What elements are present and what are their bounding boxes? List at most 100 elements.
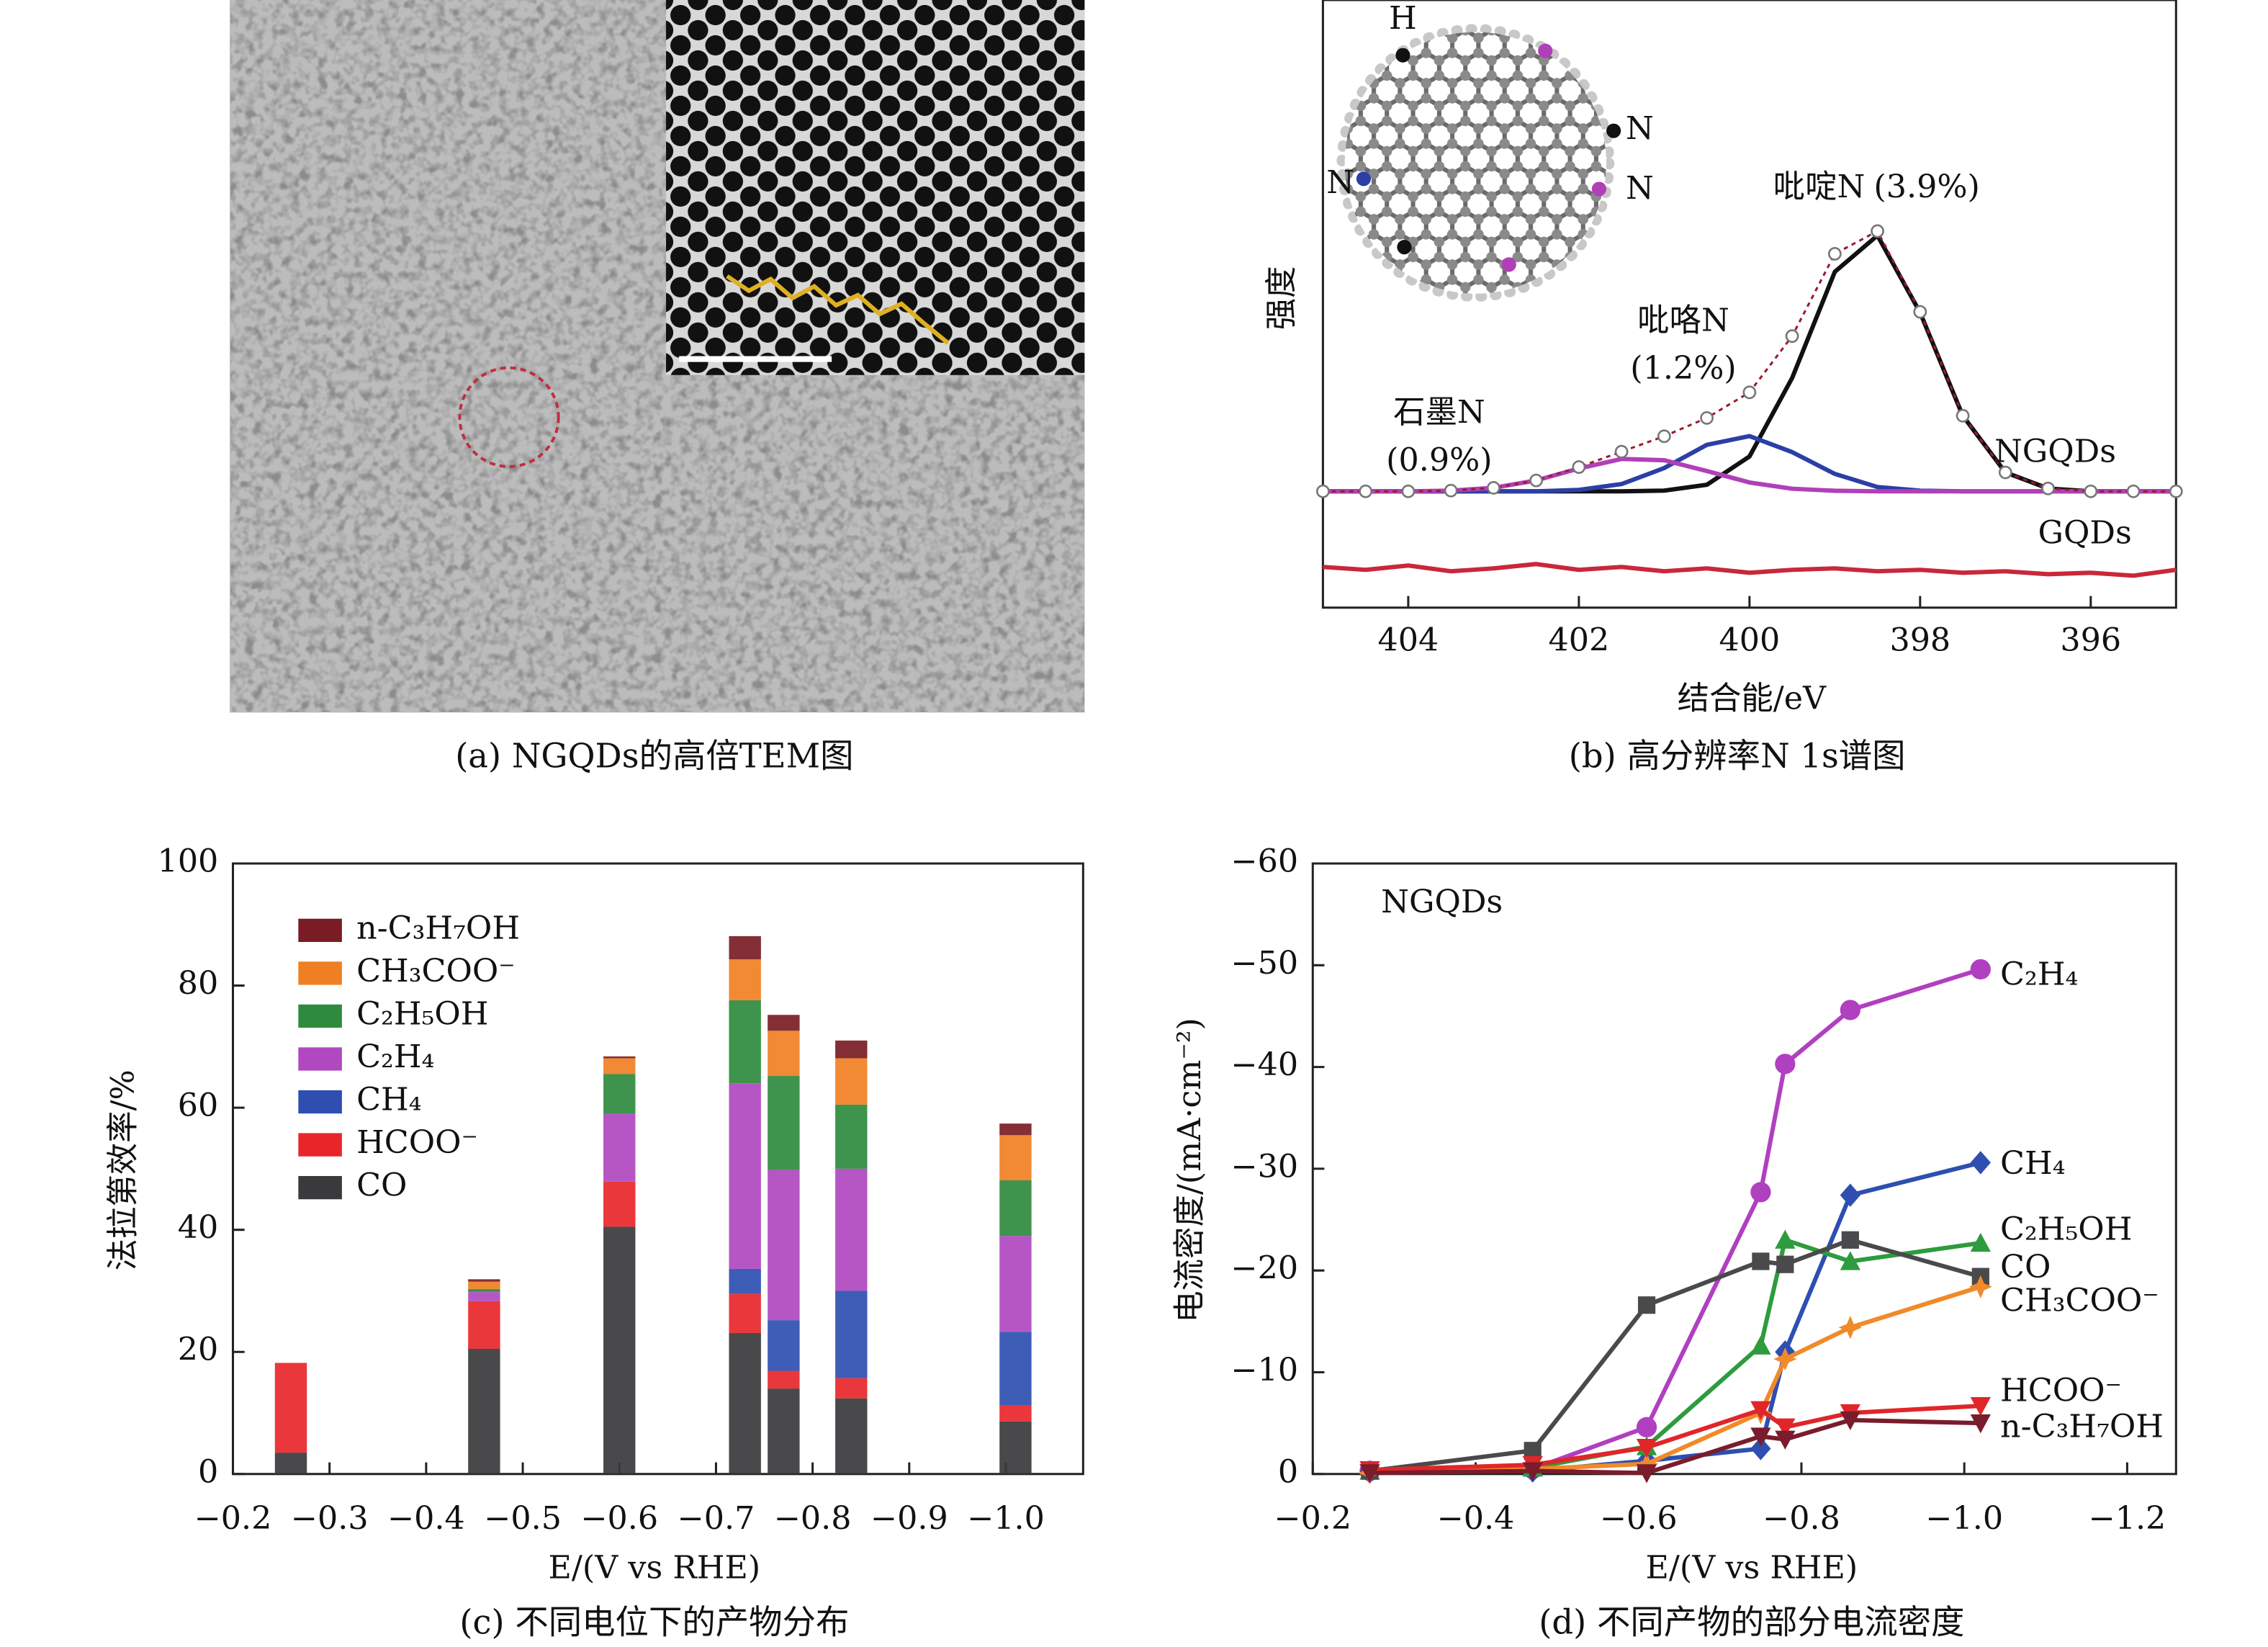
- bar-segment: [468, 1301, 500, 1349]
- marker: [1775, 1430, 1796, 1450]
- y-tick-label: −20: [1230, 1250, 1298, 1287]
- atom: [1395, 48, 1410, 63]
- marker: [1316, 484, 1330, 498]
- marker: [1785, 329, 1799, 344]
- legend-label: CO: [356, 1167, 407, 1204]
- tem-inset: [666, 0, 1085, 375]
- x-tick-label: −0.5: [484, 1500, 562, 1537]
- bar-segment: [729, 935, 761, 960]
- x-axis-label: E/(V vs RHE): [1646, 1550, 1858, 1587]
- bar-segment: [729, 1083, 761, 1269]
- marker: [2084, 484, 2098, 498]
- bar-segment: [603, 1226, 636, 1474]
- lattice-trace: [726, 274, 950, 345]
- series-line: [1323, 562, 2177, 578]
- marker: [1401, 484, 1416, 498]
- x-tick-label: −0.7: [678, 1500, 755, 1537]
- legend-label: C₂H₄: [356, 1038, 434, 1075]
- bar-segment: [999, 1421, 1032, 1474]
- marker: [1657, 429, 1671, 444]
- marker: [1522, 1462, 1543, 1481]
- marker: [2169, 484, 2183, 498]
- x-tick-label: −0.9: [870, 1500, 948, 1537]
- series-share: (0.9%): [1386, 441, 1492, 478]
- y-tick-label: −60: [1230, 843, 1298, 880]
- legend-label: C₂H₅OH: [356, 995, 488, 1032]
- legend-swatch: [298, 1004, 342, 1028]
- legend-swatch: [298, 1047, 342, 1071]
- bar-segment: [603, 1056, 636, 1059]
- bar-segment: [468, 1348, 500, 1474]
- marker: [2041, 481, 2055, 495]
- atom: [1397, 240, 1412, 255]
- marker: [1970, 1232, 1991, 1252]
- bar-segment: [603, 1058, 636, 1074]
- panel-caption: (a) NGQDs的高倍TEM图: [455, 737, 853, 776]
- bar-segment: [729, 1000, 761, 1084]
- legend-swatch: [298, 1090, 342, 1114]
- bar-segment: [835, 1378, 868, 1399]
- bar-segment: [835, 1040, 868, 1059]
- series-label: CH₄: [2000, 1145, 2065, 1182]
- panel-caption: (b) 高分辨率N 1s谱图: [1569, 737, 1906, 776]
- marker: [1998, 465, 2012, 480]
- y-tick-label: 100: [158, 843, 219, 880]
- marker: [1970, 1397, 1991, 1417]
- series-line: [1369, 1284, 1981, 1476]
- bar-segment: [729, 1268, 761, 1294]
- y-tick-label: −30: [1230, 1148, 1298, 1185]
- marker: [1750, 1401, 1771, 1420]
- x-tick-label: −0.4: [387, 1500, 465, 1537]
- y-tick-label: 80: [178, 965, 218, 1002]
- marker: [1970, 1151, 1991, 1175]
- x-tick-label: −0.4: [1437, 1500, 1515, 1537]
- y-tick-label: 20: [178, 1332, 218, 1368]
- series-label: C₂H₅OH: [2000, 1211, 2132, 1247]
- bar-segment: [835, 1291, 868, 1378]
- panel-caption: (d) 不同产物的部分电流密度: [1539, 1603, 1964, 1642]
- marker: [1773, 1347, 1797, 1371]
- marker: [1970, 959, 1991, 980]
- legend-swatch: [298, 1175, 342, 1200]
- bar-segment: [603, 1113, 636, 1182]
- marker: [1840, 1000, 1860, 1020]
- series-label: NGQDs: [1994, 433, 2116, 470]
- series-label: 石墨N: [1393, 394, 1485, 431]
- bar-segment: [603, 1181, 636, 1227]
- atom-label: N: [1626, 110, 1654, 147]
- y-tick-label: −40: [1230, 1046, 1298, 1083]
- series-label: HCOO⁻: [2000, 1372, 2122, 1409]
- x-axis-label: E/(V vs RHE): [549, 1550, 761, 1587]
- marker: [1572, 460, 1586, 474]
- x-tick-label: 404: [1378, 622, 1439, 659]
- marker: [1968, 1275, 1992, 1298]
- atom-label: H: [1389, 0, 1417, 37]
- y-tick-label: 40: [178, 1209, 218, 1246]
- y-tick-label: 0: [198, 1453, 218, 1490]
- bar-segment: [468, 1288, 500, 1293]
- panel: 404 402 400 398 396 结合能/eV 强度 吡啶N (3.9%) 吡咯N (1.2%…: [1263, 0, 2183, 776]
- marker: [1637, 1296, 1656, 1314]
- marker: [2126, 484, 2141, 498]
- lattice: [1344, 32, 1607, 294]
- x-tick-label: −0.6: [580, 1500, 658, 1537]
- legend-label: CH₃COO⁻: [356, 953, 516, 989]
- series-label: CO: [2000, 1249, 2051, 1285]
- marker: [1529, 473, 1544, 488]
- bar-segment: [999, 1236, 1032, 1332]
- bar-segment: [768, 1170, 800, 1321]
- marker: [1827, 247, 1842, 261]
- x-tick-label: −1.0: [967, 1500, 1045, 1537]
- marker: [1636, 1417, 1657, 1437]
- x-tick-label: −0.3: [291, 1500, 369, 1537]
- bar-segment: [468, 1279, 500, 1282]
- y-tick-label: 60: [178, 1087, 218, 1124]
- x-tick-label: −1.2: [2089, 1500, 2166, 1537]
- marker: [1614, 444, 1629, 459]
- legend-label: HCOO⁻: [356, 1124, 478, 1161]
- bar-segment: [768, 1370, 800, 1389]
- bar-segment: [274, 1453, 307, 1474]
- y-tick-label: −10: [1230, 1352, 1298, 1388]
- marker: [1840, 1411, 1860, 1431]
